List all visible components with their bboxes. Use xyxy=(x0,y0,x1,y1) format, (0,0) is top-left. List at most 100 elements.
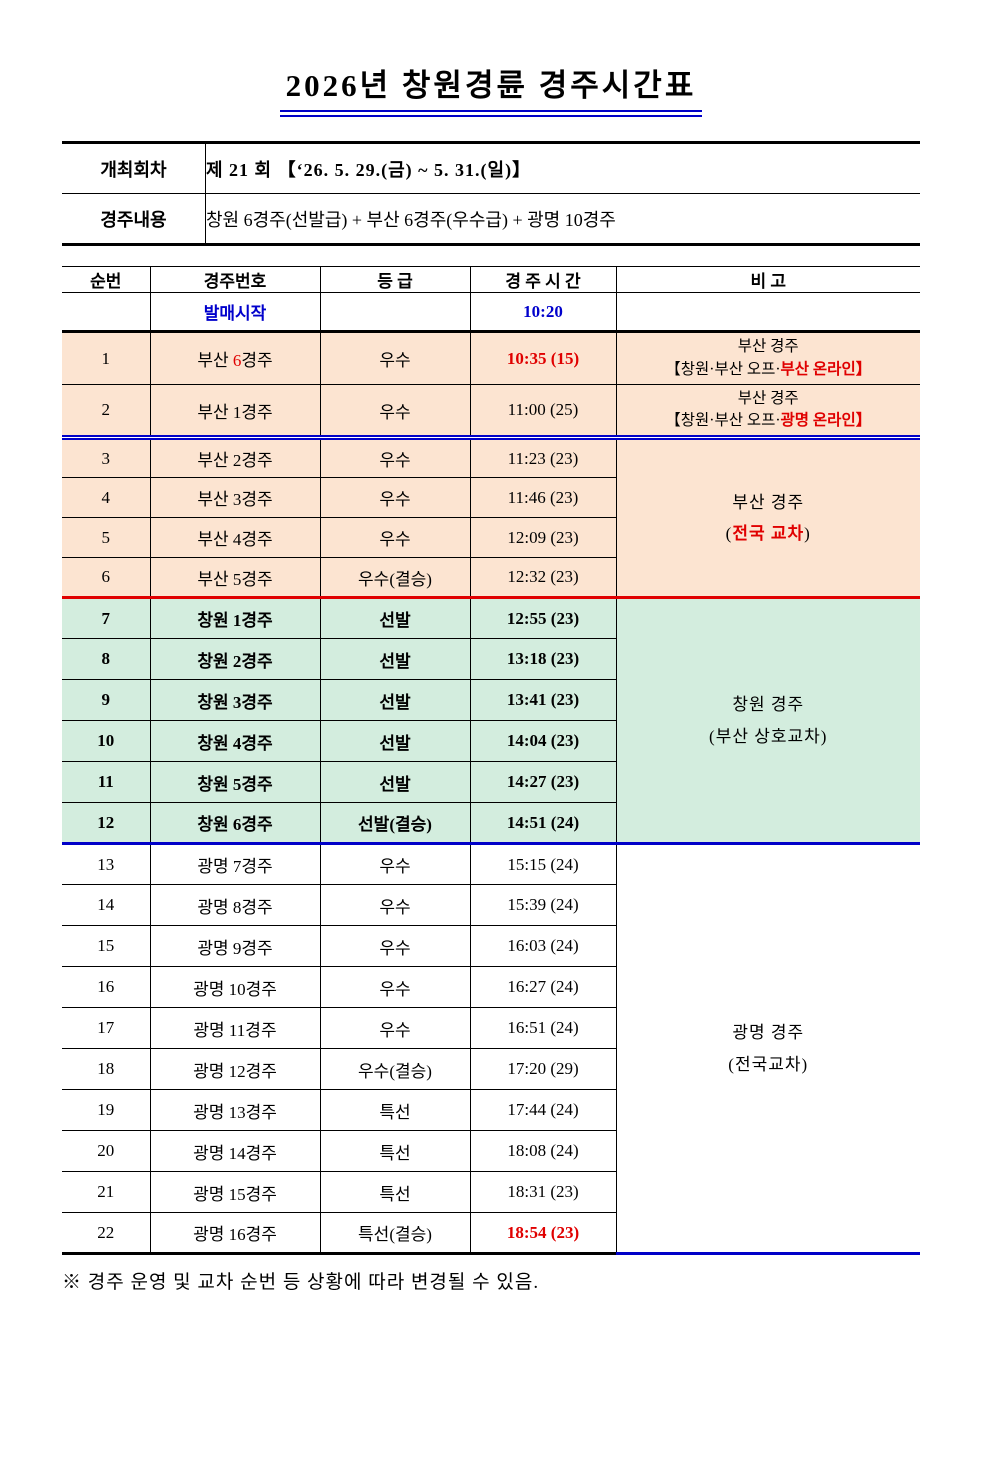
text-segment: 경주 xyxy=(241,351,273,370)
info-value-round: 제 21 회 【‘26. 5. 29.(금) ~ 5. 31.(일)】 xyxy=(205,142,920,194)
text-segment: 18:08 (24) xyxy=(507,1141,579,1160)
cell-grade: 선발(결승) xyxy=(319,802,471,845)
text-segment: 창원 5경주 xyxy=(197,774,273,794)
text-segment: 6 xyxy=(232,351,242,370)
note-cell: 부산 경주 (전국 교차) xyxy=(615,437,920,599)
race-row: 7 창원 1경주 선발 12:55 (23) 창원 경주 (부산 상호교차) xyxy=(62,597,920,845)
text-segment: 부산 5경주 xyxy=(197,569,273,589)
cell-no: 19 xyxy=(62,1089,151,1131)
cell-race: 창원 5경주 xyxy=(149,761,321,803)
cell-race: 부산 3경주 xyxy=(149,477,321,518)
text-segment: 12:09 (23) xyxy=(507,527,579,547)
cell-time: 15:15 (24) xyxy=(469,843,617,885)
cell-no: 1 xyxy=(62,331,151,385)
text-segment: 우수 xyxy=(379,857,411,876)
cell-no: 15 xyxy=(62,925,151,967)
cell-no: 22 xyxy=(62,1212,151,1255)
text-segment: 창원 4경주 xyxy=(197,733,273,753)
text-segment: 18:54 (23) xyxy=(506,1222,580,1242)
text-segment: 22 xyxy=(97,1222,115,1242)
text-segment: 14:27 (23) xyxy=(506,772,580,791)
header-race-number: 경주번호 xyxy=(149,266,321,293)
header-no: 순번 xyxy=(62,266,151,293)
text-segment: 부산 1경주 xyxy=(197,402,273,422)
text-segment: 부산 4경주 xyxy=(197,530,273,549)
race-row: 1 부산 6경주 우수 10:35 (15) 부산 경주 【창원·부산 오프·부산 온라인… xyxy=(62,331,920,385)
cell-time: 13:41 (23) xyxy=(469,679,617,721)
cell-grade: 우수 xyxy=(319,384,471,440)
sale-empty-note xyxy=(615,292,920,333)
cell-time: 18:54 (23) xyxy=(469,1212,617,1255)
cell-no: 14 xyxy=(62,884,151,926)
cell-time: 16:03 (24) xyxy=(469,925,617,967)
text-segment: 전국 교차 xyxy=(732,524,805,543)
sale-start-label: 발매시작 xyxy=(149,292,321,333)
text-segment: 우수 xyxy=(379,351,411,370)
text-segment: 광명 13경주 xyxy=(193,1102,277,1122)
cell-no: 12 xyxy=(62,802,151,845)
text-segment: 우수(결승) xyxy=(358,569,432,589)
text-segment: 16 xyxy=(97,977,115,996)
note-line: 【창원·부산 오프·광명 온라인】 xyxy=(617,410,920,432)
sale-empty-no xyxy=(62,292,151,333)
cell-no: 16 xyxy=(62,966,151,1008)
text-segment: 14:51 (24) xyxy=(506,812,580,832)
text-segment: 13:41 (23) xyxy=(506,690,580,709)
cell-race: 광명 7경주 xyxy=(149,843,321,885)
text-segment: 17 xyxy=(97,1018,115,1037)
cell-grade: 선발 xyxy=(319,761,471,803)
text-segment: 4 xyxy=(101,487,111,507)
text-segment: 창원 3경주 xyxy=(197,692,273,712)
text-segment: 광명 15경주 xyxy=(193,1184,277,1204)
cell-no: 17 xyxy=(62,1007,151,1049)
text-segment: 17:20 (29) xyxy=(507,1059,579,1078)
text-segment: 10:35 (15) xyxy=(506,348,580,368)
schedule-table: 순번 경주번호 등 급 경 주 시 간 비 고 발매시작 10:20 1 부산 6… xyxy=(62,266,920,1255)
text-segment: 우수 xyxy=(379,938,411,958)
text-segment: 3 xyxy=(101,448,111,468)
cell-grade: 우수 xyxy=(319,517,471,558)
cell-time: 11:46 (23) xyxy=(469,477,617,518)
cell-grade: 우수 xyxy=(319,843,471,885)
cell-grade: 우수(결승) xyxy=(319,557,471,599)
text-segment: 우수 xyxy=(379,897,411,917)
cell-time: 11:23 (23) xyxy=(469,437,617,478)
race-row: 2 부산 1경주 우수 11:00 (25) 부산 경주 【창원·부산 오프·광명 온라인… xyxy=(62,384,920,440)
cell-race: 창원 4경주 xyxy=(149,720,321,762)
sale-start-row: 발매시작 10:20 xyxy=(62,292,920,333)
cell-grade: 우수 xyxy=(319,477,471,518)
text-segment: 광명 7경주 xyxy=(197,857,273,876)
note-cell: 광명 경주 (전국교차) xyxy=(615,843,920,1255)
info-label-content: 경주내용 xyxy=(62,193,206,245)
cell-race: 광명 11경주 xyxy=(149,1007,321,1049)
info-value-content: 창원 6경주(선발급) + 부산 6경주(우수급) + 광명 10경주 xyxy=(206,209,616,230)
text-segment: 부산 2경주 xyxy=(197,451,273,470)
page-title: 2026년 창원경륜 경주시간표 xyxy=(279,60,703,117)
cell-race: 부산 6경주 xyxy=(149,331,321,385)
cell-no: 4 xyxy=(62,477,151,518)
cell-no: 11 xyxy=(62,761,151,803)
text-segment: 선발 xyxy=(379,611,411,630)
cell-grade: 특선(결승) xyxy=(319,1212,471,1255)
text-segment: 우수 xyxy=(379,490,411,509)
text-segment: 15:39 (24) xyxy=(507,895,579,914)
text-segment: 14 xyxy=(97,895,115,914)
cell-race: 창원 2경주 xyxy=(149,638,321,680)
text-segment: 18:31 (23) xyxy=(507,1182,579,1201)
text-segment: 11:46 (23) xyxy=(507,487,579,507)
note-line: 광명 경주 xyxy=(617,1017,920,1048)
cell-grade: 특선 xyxy=(319,1089,471,1131)
text-segment: 광명 12경주 xyxy=(193,1061,277,1081)
cell-time: 17:20 (29) xyxy=(469,1048,617,1090)
cell-grade: 우수(결승) xyxy=(319,1048,471,1090)
cell-no: 5 xyxy=(62,517,151,558)
cell-grade: 우수 xyxy=(319,331,471,385)
document-page: 2026년 창원경륜 경주시간표 개최회차 제 21 회 【‘26. 5. 29… xyxy=(62,60,920,1294)
text-segment: 14:04 (23) xyxy=(506,731,580,750)
text-segment: 6 xyxy=(101,567,111,586)
cell-race: 부산 4경주 xyxy=(149,517,321,558)
text-segment: 창원 1경주 xyxy=(197,611,273,630)
note-cell: 부산 경주 【창원·부산 오프·광명 온라인】 xyxy=(615,384,920,440)
cell-no: 6 xyxy=(62,557,151,599)
text-segment: 부산 경주 xyxy=(737,389,799,407)
